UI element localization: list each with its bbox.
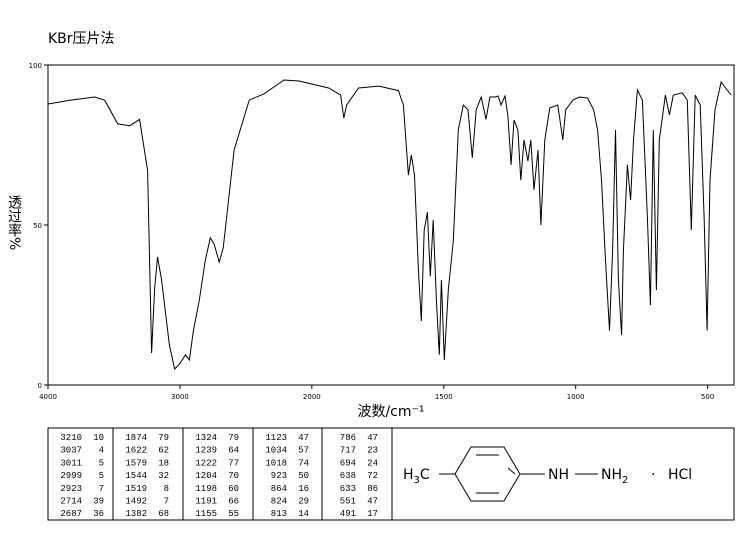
spectrum-line	[47, 79, 732, 371]
y-tick-label: 0	[38, 382, 42, 390]
peak-wavenumber: 3037	[60, 446, 82, 456]
subscript: 3	[414, 475, 420, 486]
peak-wavenumber: 551	[340, 497, 356, 507]
peak-transmittance: 66	[228, 497, 239, 507]
atom: H	[403, 467, 414, 483]
y-tick-label: 100	[29, 62, 42, 70]
peak-transmittance: 24	[367, 458, 378, 468]
methyl-group: H3C	[403, 467, 430, 486]
atom: C	[420, 467, 430, 483]
peak-wavenumber: 813	[271, 509, 287, 519]
peak-wavenumber: 1239	[195, 446, 217, 456]
peak-wavenumber: 1544	[125, 471, 147, 481]
peak-wavenumber: 1155	[195, 509, 217, 519]
peak-wavenumber: 1874	[125, 433, 147, 443]
peak-transmittance: 7	[164, 497, 169, 507]
peak-wavenumber: 1204	[195, 471, 217, 481]
peak-wavenumber: 491	[340, 509, 356, 519]
x-tick-label: 1500	[435, 393, 453, 401]
peak-transmittance: 79	[228, 433, 239, 443]
peak-transmittance: 62	[158, 446, 169, 456]
x-tick-label: 4000	[39, 393, 57, 401]
peak-transmittance: 7	[99, 484, 104, 494]
peak-transmittance: 77	[228, 458, 239, 468]
peak-wavenumber: 1123	[265, 433, 287, 443]
peak-transmittance: 32	[158, 471, 169, 481]
peak-wavenumber: 786	[340, 433, 356, 443]
peak-wavenumber: 1492	[125, 497, 147, 507]
peak-transmittance: 8	[164, 484, 169, 494]
peak-transmittance: 74	[298, 458, 309, 468]
x-axis-label: 波数/cm⁻¹	[357, 404, 424, 420]
peak-transmittance: 18	[158, 458, 169, 468]
peak-wavenumber: 1034	[265, 446, 287, 456]
peak-wavenumber: 2687	[60, 509, 82, 519]
amine-group: NH	[548, 467, 569, 483]
peak-transmittance: 16	[298, 484, 309, 494]
peak-transmittance: 14	[298, 509, 309, 519]
table-frame	[47, 427, 735, 521]
peak-wavenumber: 2923	[60, 484, 82, 494]
peak-transmittance: 70	[228, 471, 239, 481]
peak-transmittance: 47	[367, 433, 378, 443]
peak-transmittance: 47	[367, 497, 378, 507]
peak-wavenumber: 638	[340, 471, 356, 481]
peak-transmittance: 5	[99, 458, 104, 468]
peak-transmittance: 72	[367, 471, 378, 481]
peak-wavenumber: 717	[340, 446, 356, 456]
peak-transmittance: 4	[99, 446, 104, 456]
peak-wavenumber: 1018	[265, 458, 287, 468]
structure	[439, 446, 598, 502]
peak-transmittance: 10	[93, 433, 104, 443]
peak-wavenumber: 2714	[60, 497, 82, 507]
peak-transmittance: 39	[93, 497, 104, 507]
peak-wavenumber: 3210	[60, 433, 82, 443]
peak-wavenumber: 1519	[125, 484, 147, 494]
peak-transmittance: 55	[228, 509, 239, 519]
peak-wavenumber: 694	[340, 458, 356, 468]
peak-transmittance: 36	[93, 509, 104, 519]
peak-wavenumber: 1198	[195, 484, 217, 494]
peak-transmittance: 64	[228, 446, 239, 456]
peak-wavenumber: 1382	[125, 509, 147, 519]
peak-wavenumber: 1324	[195, 433, 217, 443]
peak-transmittance: 57	[298, 446, 309, 456]
peak-wavenumber: 2999	[60, 471, 82, 481]
subscript: 2	[622, 475, 628, 486]
peak-transmittance: 47	[298, 433, 309, 443]
double-bond	[507, 467, 516, 475]
salt-dot: ·	[651, 467, 655, 483]
peak-transmittance: 17	[367, 509, 378, 519]
peak-transmittance: 23	[367, 446, 378, 456]
peak-transmittance: 50	[298, 471, 309, 481]
peak-wavenumber: 864	[271, 484, 287, 494]
amine2-group: NH2	[601, 467, 628, 486]
y-tick-label: 50	[33, 222, 42, 230]
peak-wavenumber: 824	[271, 497, 287, 507]
salt: HCl	[668, 467, 692, 483]
x-tick-label: 500	[701, 393, 714, 401]
x-tick-label: 1000	[567, 393, 585, 401]
atom: NH	[601, 467, 622, 483]
peak-transmittance: 29	[298, 497, 309, 507]
chart-title: KBr压片法	[48, 31, 115, 47]
x-tick-label: 2000	[303, 393, 321, 401]
peak-transmittance: 68	[158, 509, 169, 519]
peak-wavenumber: 1622	[125, 446, 147, 456]
peak-wavenumber: 1222	[195, 458, 217, 468]
peak-transmittance: 5	[99, 471, 104, 481]
peak-wavenumber: 3011	[60, 458, 82, 468]
peak-transmittance: 79	[158, 433, 169, 443]
y-axis-label: 透过率%	[6, 195, 22, 250]
peak-wavenumber: 1191	[195, 497, 217, 507]
peak-wavenumber: 633	[340, 484, 356, 494]
peak-transmittance: 86	[367, 484, 378, 494]
peak-wavenumber: 1579	[125, 458, 147, 468]
peak-transmittance: 60	[228, 484, 239, 494]
x-tick-label: 3000	[171, 393, 189, 401]
peak-wavenumber: 923	[271, 471, 287, 481]
